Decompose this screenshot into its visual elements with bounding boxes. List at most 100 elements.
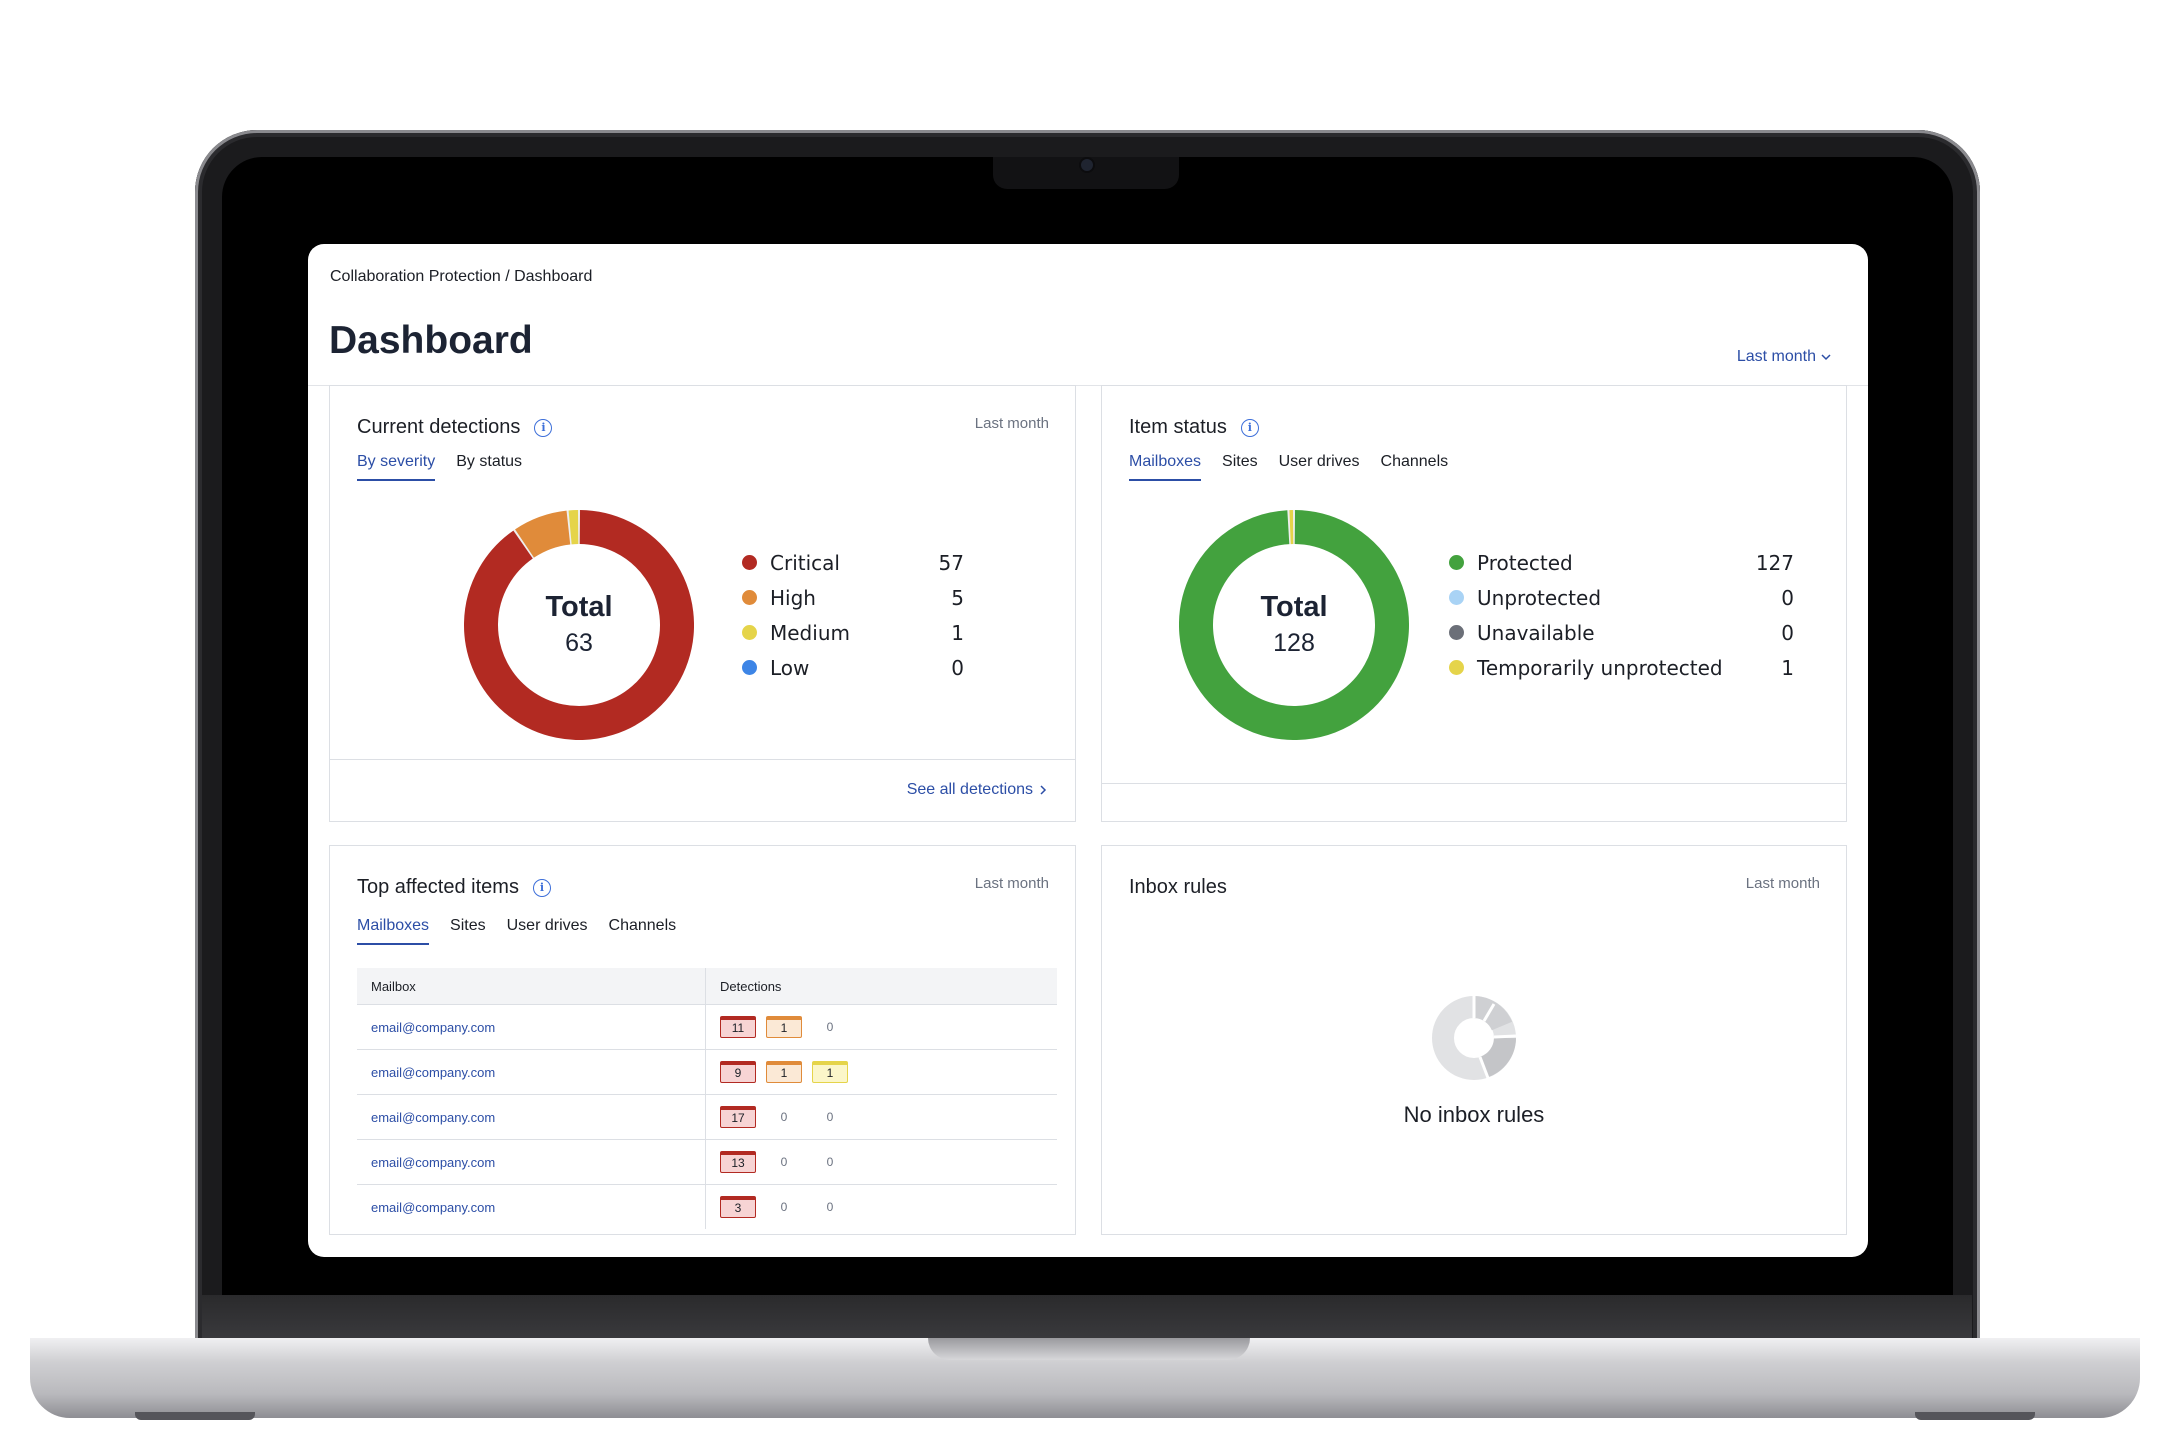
detections-tabs: By severity By status — [357, 453, 522, 481]
info-icon[interactable]: i — [532, 878, 551, 897]
legend-label: Low — [770, 655, 810, 680]
card-period: Last month — [974, 415, 1049, 432]
legend-row-unavailable[interactable]: Unavailable 0 — [1449, 615, 1794, 650]
camera-icon — [1081, 159, 1093, 171]
detections-cell: 13 0 0 — [720, 1151, 1043, 1173]
legend-row-unprotected[interactable]: Unprotected 0 — [1449, 580, 1794, 615]
info-icon[interactable]: i — [534, 418, 553, 437]
legend-label: Protected — [1477, 550, 1573, 575]
tab-channels[interactable]: Channels — [1380, 453, 1449, 470]
legend-row-protected[interactable]: Protected 127 — [1449, 545, 1794, 580]
severity-segment-high[interactable] — [515, 510, 571, 559]
mailbox-link[interactable]: email@company.com — [371, 1019, 496, 1035]
column-header-detections[interactable]: Detections — [705, 968, 1057, 1005]
status-donut-chart — [1179, 510, 1409, 740]
temporarily-unprotected-dot-icon — [1449, 660, 1464, 675]
legend-label: Critical — [770, 550, 840, 575]
mailbox-link[interactable]: email@company.com — [371, 1154, 496, 1170]
high-count: 0 — [780, 1200, 788, 1214]
page-title: Dashboard — [329, 319, 533, 362]
unprotected-dot-icon — [1449, 590, 1464, 605]
table-row[interactable]: email@company.com 13 0 0 — [357, 1139, 1057, 1185]
unavailable-dot-icon — [1449, 625, 1464, 640]
item-status-card: Item status i Mailboxes Sites User drive… — [1101, 385, 1847, 822]
medium-count: 0 — [826, 1200, 834, 1214]
card-title: Current detections — [357, 416, 521, 438]
donut-total-value: 128 — [1273, 629, 1315, 657]
card-title: Item status — [1129, 416, 1227, 438]
legend-label: Unprotected — [1477, 585, 1602, 610]
legend-value: 5 — [951, 585, 964, 610]
mailbox-link[interactable]: email@company.com — [371, 1109, 496, 1125]
donut-center: Total 128 — [1179, 510, 1409, 740]
low-dot-icon — [742, 660, 757, 675]
item-status-tabs: Mailboxes Sites User drives Channels — [1129, 453, 1448, 481]
legend-row-critical[interactable]: Critical 57 — [742, 545, 964, 580]
column-header-mailbox[interactable]: Mailbox — [357, 968, 706, 1005]
see-all-detections-link[interactable]: See all detections — [907, 781, 1047, 799]
tab-by-severity[interactable]: By severity — [357, 453, 436, 481]
table-row[interactable]: email@company.com 9 1 1 — [357, 1049, 1057, 1095]
top-affected-tabs: Mailboxes Sites User drives Channels — [357, 917, 676, 945]
legend-row-high[interactable]: High 5 — [742, 580, 964, 615]
table-row[interactable]: email@company.com 17 0 0 — [357, 1094, 1057, 1140]
tab-user-drives[interactable]: User drives — [1278, 453, 1360, 470]
empty-state-label: No inbox rules — [1403, 1102, 1545, 1127]
mailbox-link[interactable]: email@company.com — [371, 1064, 496, 1080]
protected-dot-icon — [1449, 555, 1464, 570]
status-segment-protected[interactable] — [1179, 510, 1409, 740]
legend-value: 0 — [1781, 585, 1794, 610]
info-icon[interactable]: i — [1240, 418, 1259, 437]
legend-label: High — [770, 585, 816, 610]
legend-value: 57 — [938, 550, 964, 575]
medium-count: 0 — [826, 1155, 834, 1169]
legend-row-temporarily-unprotected[interactable]: Temporarily unprotected 1 — [1449, 650, 1794, 685]
high-count: 0 — [780, 1155, 788, 1169]
detections-cell: 17 0 0 — [720, 1106, 1043, 1128]
tab-mailboxes[interactable]: Mailboxes — [1129, 453, 1202, 481]
severity-donut-chart — [464, 510, 694, 740]
tab-user-drives[interactable]: User drives — [506, 917, 588, 934]
mailbox-link[interactable]: email@company.com — [371, 1199, 496, 1215]
detections-cell: 3 0 0 — [720, 1196, 1043, 1218]
card-period: Last month — [974, 875, 1049, 892]
period-select-label: Last month — [1736, 348, 1816, 365]
empty-donut-icon — [1432, 996, 1516, 1080]
detections-cell: 9 1 1 — [720, 1061, 1043, 1083]
laptop-base-notch — [928, 1338, 1250, 1360]
legend-value: 1 — [1781, 655, 1794, 680]
severity-legend: Critical 57 High 5 Medium 1 Low 0 — [742, 545, 964, 685]
tab-by-status[interactable]: By status — [456, 453, 523, 470]
breadcrumb[interactable]: Collaboration Protection / Dashboard — [330, 268, 593, 285]
donut-total-label: Total — [545, 591, 613, 623]
card-period: Last month — [1745, 875, 1820, 892]
card-title-wrap: Top affected items i — [357, 876, 551, 899]
status-legend: Protected 127 Unprotected 0 Unavailable … — [1449, 545, 1794, 685]
legend-row-medium[interactable]: Medium 1 — [742, 615, 964, 650]
tab-sites[interactable]: Sites — [1222, 453, 1258, 470]
period-select[interactable]: Last month — [1737, 348, 1832, 366]
status-donut: Total 128 — [1179, 510, 1409, 740]
table-header-row: Mailbox Detections — [357, 968, 1057, 1005]
high-badge: 1 — [766, 1016, 802, 1038]
severity-donut: Total 63 — [464, 510, 694, 740]
top-affected-items-card: Top affected items i Last month Mailboxe… — [329, 845, 1076, 1235]
critical-dot-icon — [742, 555, 757, 570]
chevron-down-icon — [1821, 354, 1831, 361]
inbox-rules-card: Inbox rules Last month No inbox rules — [1101, 845, 1847, 1235]
legend-label: Temporarily unprotected — [1477, 655, 1723, 680]
header-divider — [308, 385, 1868, 386]
legend-value: 0 — [951, 655, 964, 680]
tab-mailboxes[interactable]: Mailboxes — [357, 917, 430, 945]
legend-label: Medium — [770, 620, 850, 645]
donut-center: Total 63 — [464, 510, 694, 740]
current-detections-card: Current detections i Last month By sever… — [329, 385, 1076, 822]
severity-segment-critical[interactable] — [464, 510, 694, 740]
table-row[interactable]: email@company.com 11 1 0 — [357, 1004, 1057, 1050]
critical-badge: 11 — [720, 1016, 756, 1038]
tab-channels[interactable]: Channels — [608, 917, 677, 934]
chevron-right-icon — [1040, 785, 1047, 795]
table-row[interactable]: email@company.com 3 0 0 — [357, 1184, 1057, 1229]
tab-sites[interactable]: Sites — [450, 917, 486, 934]
legend-row-low[interactable]: Low 0 — [742, 650, 964, 685]
